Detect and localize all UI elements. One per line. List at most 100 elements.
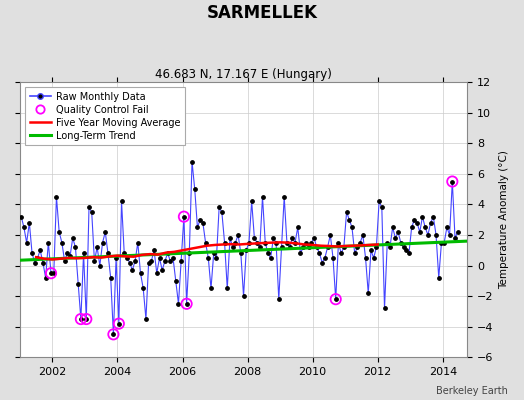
Text: SARMELLEK: SARMELLEK: [206, 4, 318, 22]
Point: [112, 255, 121, 261]
Y-axis label: Temperature Anomaly (°C): Temperature Anomaly (°C): [499, 150, 509, 289]
Point: [36, 247, 45, 254]
Point: [364, 290, 373, 296]
Point: [323, 244, 332, 250]
Point: [150, 247, 158, 254]
Point: [351, 250, 359, 256]
Point: [115, 320, 123, 327]
Point: [429, 214, 438, 220]
Point: [237, 250, 245, 256]
Point: [424, 232, 432, 238]
Point: [63, 250, 71, 256]
Point: [47, 270, 55, 276]
Point: [283, 240, 291, 246]
Point: [434, 275, 443, 281]
Point: [120, 250, 128, 256]
Point: [217, 209, 226, 215]
Point: [180, 214, 188, 220]
Point: [166, 258, 174, 264]
Point: [329, 255, 337, 261]
Point: [321, 255, 329, 261]
Point: [348, 224, 356, 230]
Point: [77, 316, 85, 322]
Legend: Raw Monthly Data, Quality Control Fail, Five Year Moving Average, Long-Term Tren: Raw Monthly Data, Quality Control Fail, …: [25, 87, 185, 146]
Point: [296, 250, 304, 256]
Point: [174, 300, 183, 307]
Point: [253, 240, 261, 246]
Point: [405, 250, 413, 256]
Point: [93, 244, 101, 250]
Point: [177, 258, 185, 264]
Point: [451, 235, 459, 241]
Point: [215, 204, 223, 211]
Point: [145, 259, 153, 266]
Point: [20, 224, 28, 230]
Point: [52, 194, 61, 200]
Point: [388, 224, 397, 230]
Text: Berkeley Earth: Berkeley Earth: [436, 386, 508, 396]
Point: [375, 198, 384, 204]
Point: [342, 209, 351, 215]
Point: [193, 224, 202, 230]
Title: 46.683 N, 17.167 E (Hungary): 46.683 N, 17.167 E (Hungary): [155, 68, 332, 81]
Point: [28, 250, 36, 256]
Point: [383, 240, 391, 246]
Point: [356, 240, 364, 246]
Point: [163, 250, 172, 256]
Point: [299, 244, 308, 250]
Point: [147, 258, 156, 264]
Point: [188, 158, 196, 165]
Point: [421, 224, 429, 230]
Point: [161, 258, 169, 264]
Point: [221, 240, 229, 246]
Point: [82, 316, 91, 322]
Point: [82, 316, 91, 322]
Point: [367, 247, 375, 254]
Point: [152, 270, 161, 276]
Point: [136, 270, 145, 276]
Point: [275, 296, 283, 302]
Point: [58, 240, 66, 246]
Point: [372, 244, 380, 250]
Point: [104, 250, 112, 256]
Point: [55, 229, 63, 235]
Point: [90, 258, 99, 264]
Point: [30, 259, 39, 266]
Point: [96, 262, 104, 269]
Point: [226, 235, 234, 241]
Point: [158, 267, 167, 273]
Point: [408, 224, 416, 230]
Point: [378, 204, 386, 211]
Point: [17, 214, 26, 220]
Point: [182, 300, 191, 307]
Point: [427, 220, 435, 226]
Point: [79, 250, 88, 256]
Point: [340, 244, 348, 250]
Point: [204, 255, 213, 261]
Point: [106, 275, 115, 281]
Point: [256, 244, 264, 250]
Point: [201, 240, 210, 246]
Point: [182, 300, 191, 307]
Point: [123, 255, 131, 261]
Point: [199, 220, 207, 226]
Point: [266, 255, 275, 261]
Point: [307, 240, 315, 246]
Point: [117, 198, 126, 204]
Point: [71, 244, 80, 250]
Point: [413, 220, 421, 226]
Point: [180, 214, 188, 220]
Point: [332, 296, 340, 302]
Point: [41, 275, 50, 281]
Point: [247, 198, 256, 204]
Point: [85, 204, 93, 211]
Point: [269, 235, 278, 241]
Point: [394, 229, 402, 235]
Point: [345, 216, 354, 223]
Point: [304, 244, 313, 250]
Point: [66, 253, 74, 260]
Point: [302, 240, 310, 246]
Point: [418, 214, 427, 220]
Point: [437, 240, 445, 246]
Point: [228, 244, 237, 250]
